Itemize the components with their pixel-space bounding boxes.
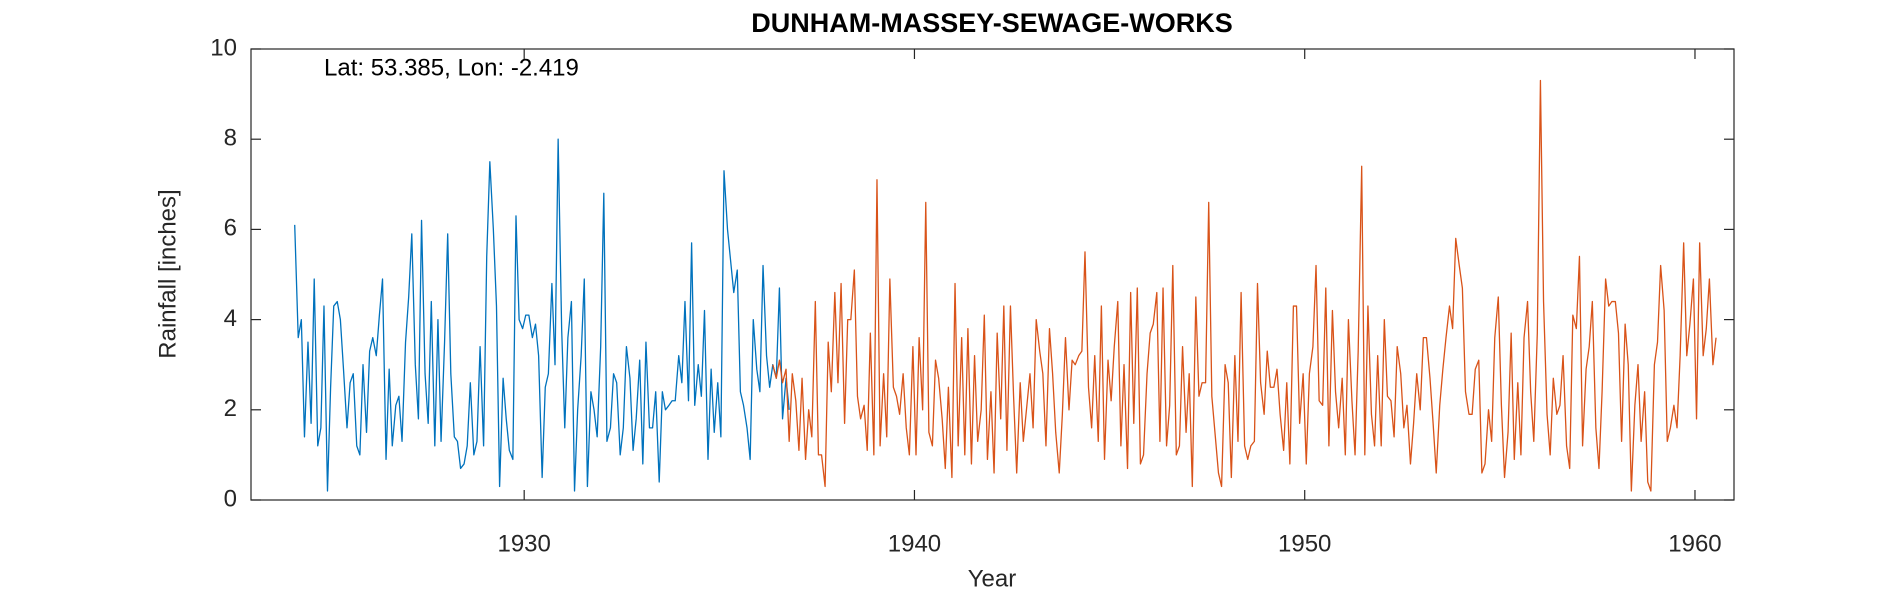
y-tick-label: 8: [224, 125, 237, 152]
y-tick-label: 4: [224, 305, 237, 332]
y-tick-label: 10: [210, 34, 237, 61]
y-axis-label: Rainfall [inches]: [154, 189, 181, 358]
x-tick-label: 1960: [1668, 530, 1721, 557]
x-tick-label: 1930: [497, 530, 550, 557]
line-series: [294, 138, 790, 492]
annotation: Lat: 53.385, Lon: -2.419: [324, 54, 579, 81]
x-axis-label: Year: [968, 565, 1017, 591]
line-series: [772, 79, 1717, 492]
x-tick-label: 1950: [1278, 530, 1331, 557]
y-tick-label: 0: [224, 485, 237, 512]
y-tick-label: 2: [224, 395, 237, 422]
y-tick-label: 6: [224, 215, 237, 242]
x-tick-label: 1940: [888, 530, 941, 557]
chart-title: DUNHAM-MASSEY-SEWAGE-WORKS: [751, 8, 1233, 38]
